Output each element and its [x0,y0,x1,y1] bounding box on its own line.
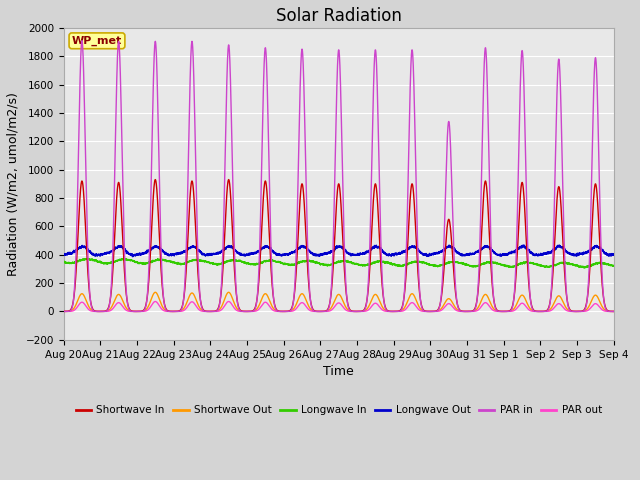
Y-axis label: Radiation (W/m2, umol/m2/s): Radiation (W/m2, umol/m2/s) [7,92,20,276]
X-axis label: Time: Time [323,365,354,378]
Legend: Shortwave In, Shortwave Out, Longwave In, Longwave Out, PAR in, PAR out: Shortwave In, Shortwave Out, Longwave In… [72,401,606,420]
Title: Solar Radiation: Solar Radiation [276,7,402,25]
Text: WP_met: WP_met [72,36,122,46]
